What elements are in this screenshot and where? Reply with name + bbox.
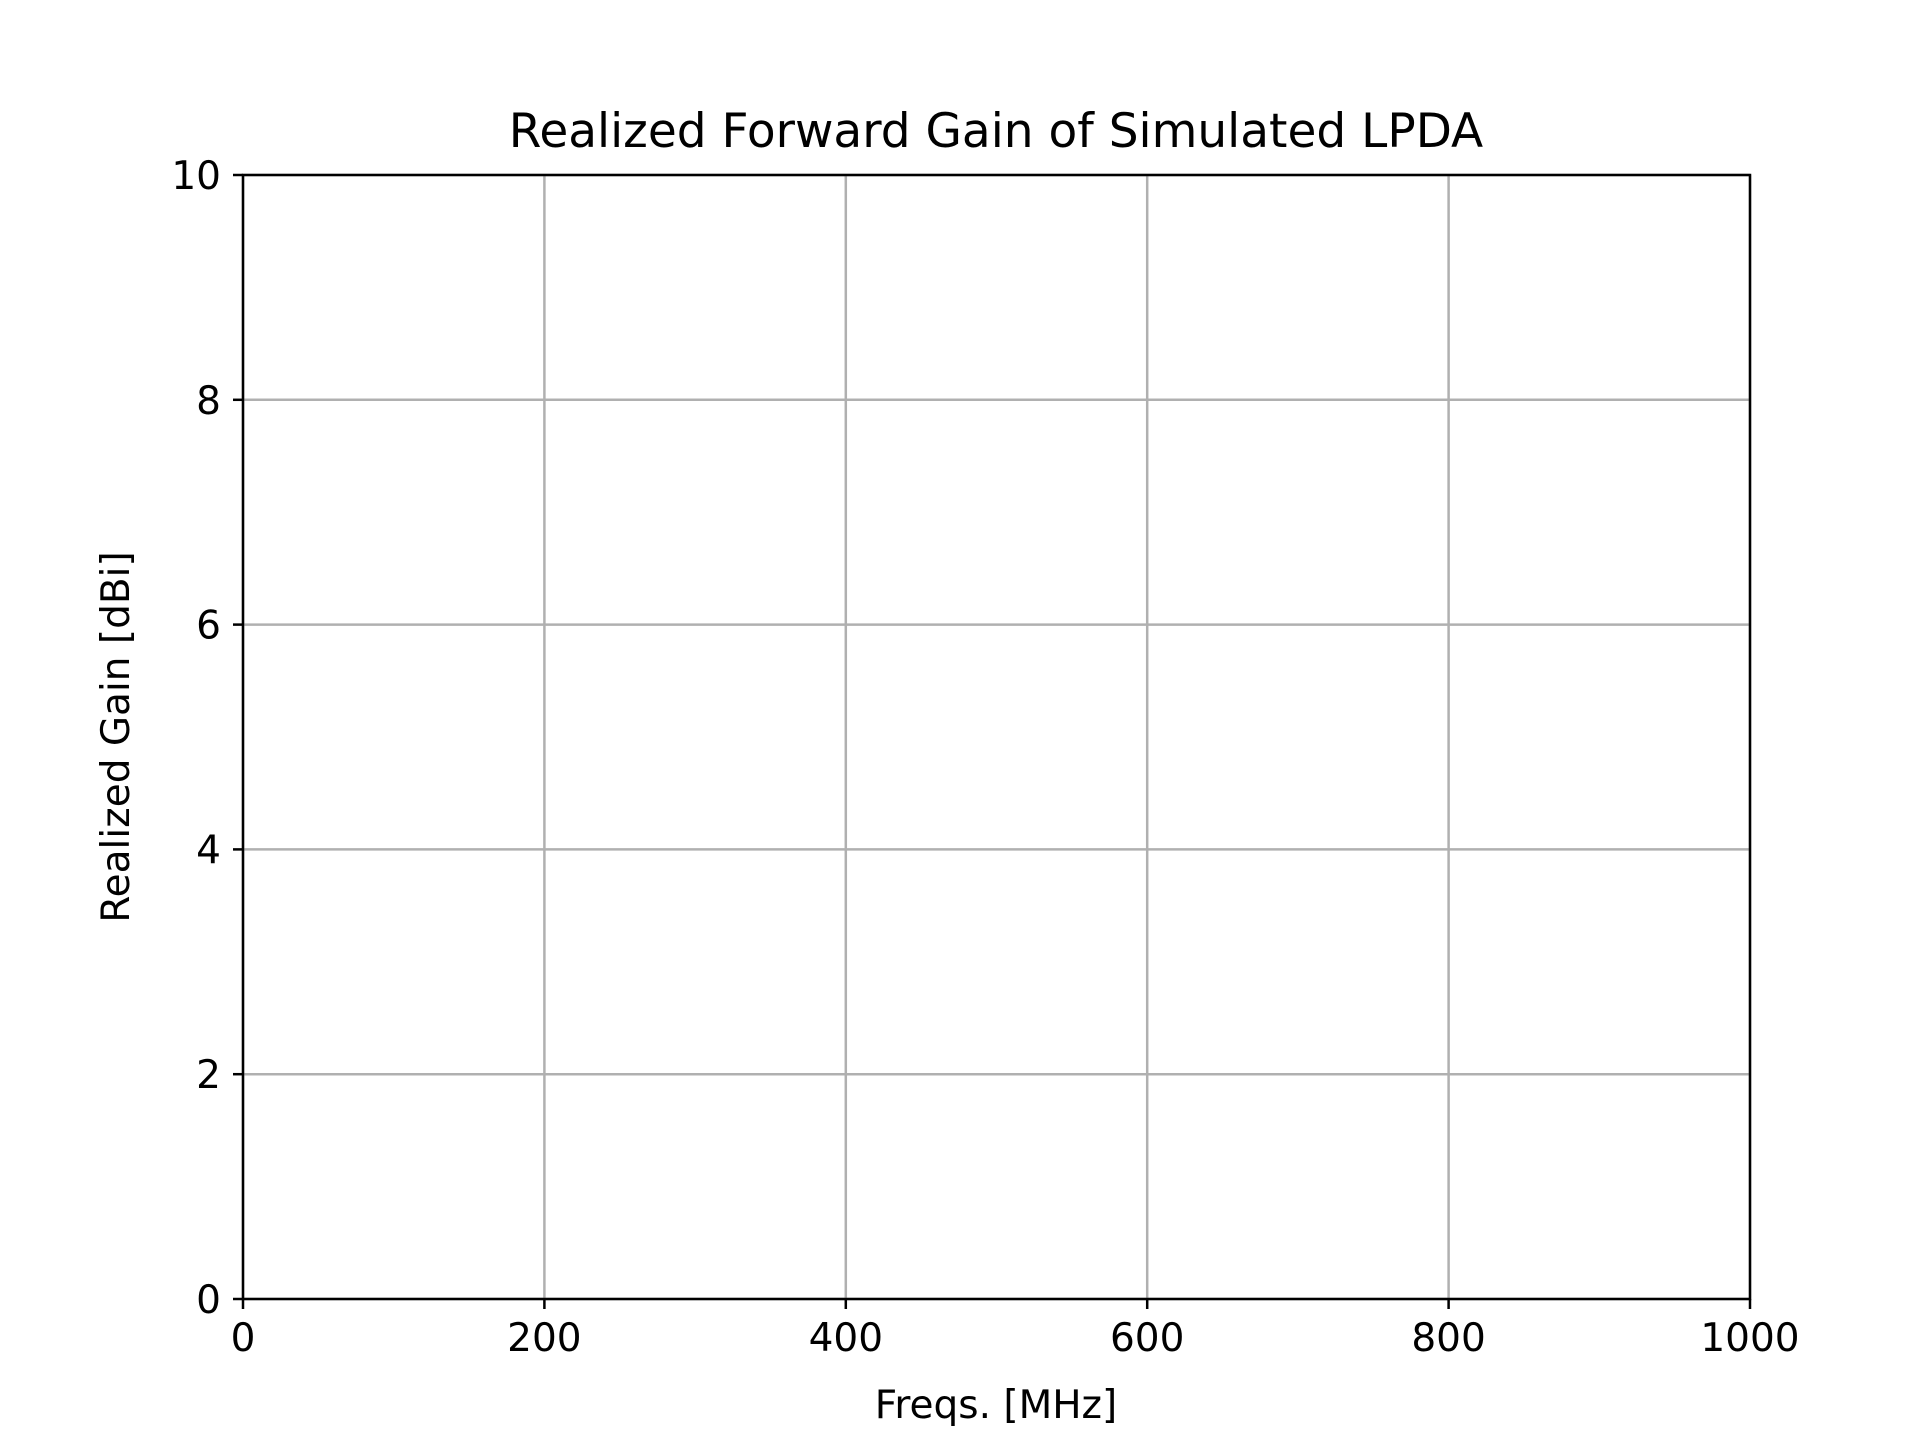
- y-axis-label: Realized Gain [dBi]: [94, 551, 139, 922]
- x-tick-label: 600: [1110, 1316, 1184, 1361]
- y-tick-label: 2: [196, 1053, 221, 1098]
- x-tick-label: 0: [231, 1316, 256, 1361]
- y-axis-ticks: 0 2 4 6 8 10: [171, 154, 243, 1323]
- y-tick-label: 8: [196, 379, 221, 424]
- y-tick-label: 0: [196, 1278, 221, 1323]
- chart-title: Realized Forward Gain of Simulated LPDA: [509, 104, 1483, 159]
- y-tick-label: 6: [196, 604, 221, 649]
- x-tick-label: 200: [507, 1316, 581, 1361]
- plot-area-frame: [241, 173, 1752, 1301]
- x-tick-label: 1000: [1700, 1316, 1799, 1361]
- x-tick-label: 400: [809, 1316, 883, 1361]
- x-axis-ticks: 0 200 400 600 800 1000: [231, 1299, 1800, 1361]
- x-tick-label: 800: [1411, 1316, 1485, 1361]
- y-tick-label: 4: [196, 828, 221, 873]
- y-tick-label: 10: [171, 154, 221, 199]
- x-axis-label: Freqs. [MHz]: [875, 1383, 1118, 1428]
